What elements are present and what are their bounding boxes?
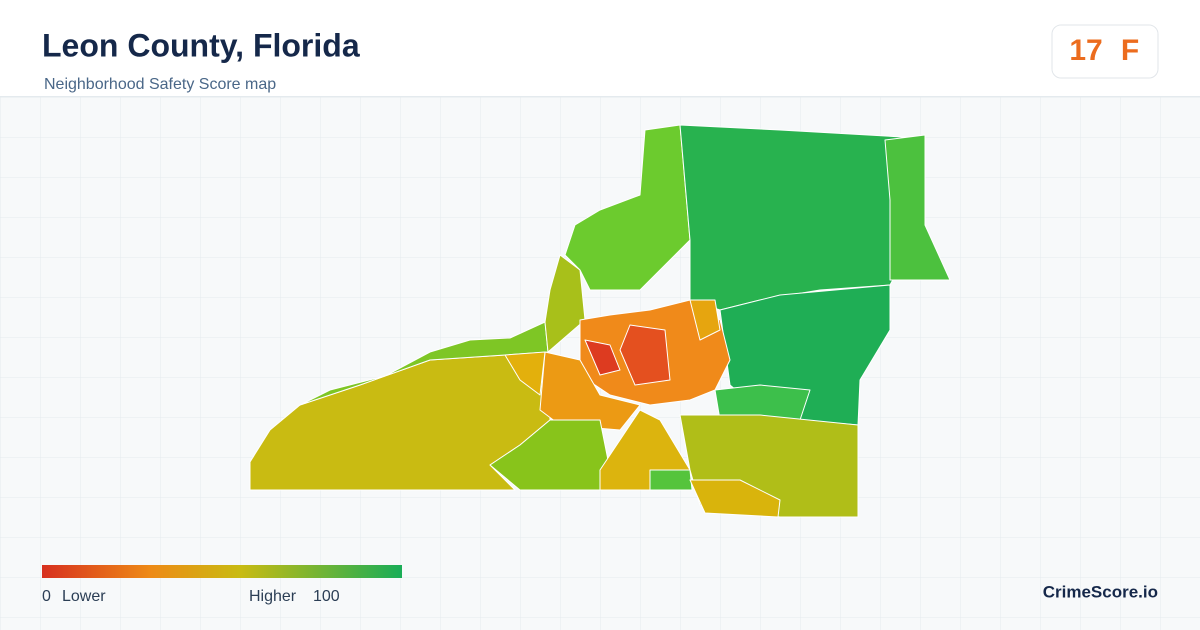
map [249, 124, 951, 518]
region [679, 124, 921, 311]
legend-max: 100 [313, 588, 340, 605]
score-badge [1051, 24, 1159, 79]
title: Leon County, Florida [42, 27, 360, 63]
legend-min: 0 [42, 588, 51, 605]
region [504, 351, 546, 396]
brand: CrimeScore.io [1043, 582, 1158, 601]
region [619, 324, 671, 386]
legend-scale [42, 565, 402, 578]
region [689, 299, 721, 341]
header-bg [0, 0, 1200, 96]
legend-max-label: Higher [249, 588, 297, 605]
region [584, 339, 621, 376]
grade: F [1121, 34, 1139, 67]
subtitle: Neighborhood Safety Score map [44, 76, 276, 93]
region [299, 321, 549, 406]
legend-min-label: Lower [62, 588, 106, 605]
region [884, 134, 951, 281]
region [689, 479, 781, 518]
region [539, 351, 641, 431]
score: 17 [1069, 34, 1102, 67]
region [489, 419, 611, 491]
region [649, 469, 693, 491]
